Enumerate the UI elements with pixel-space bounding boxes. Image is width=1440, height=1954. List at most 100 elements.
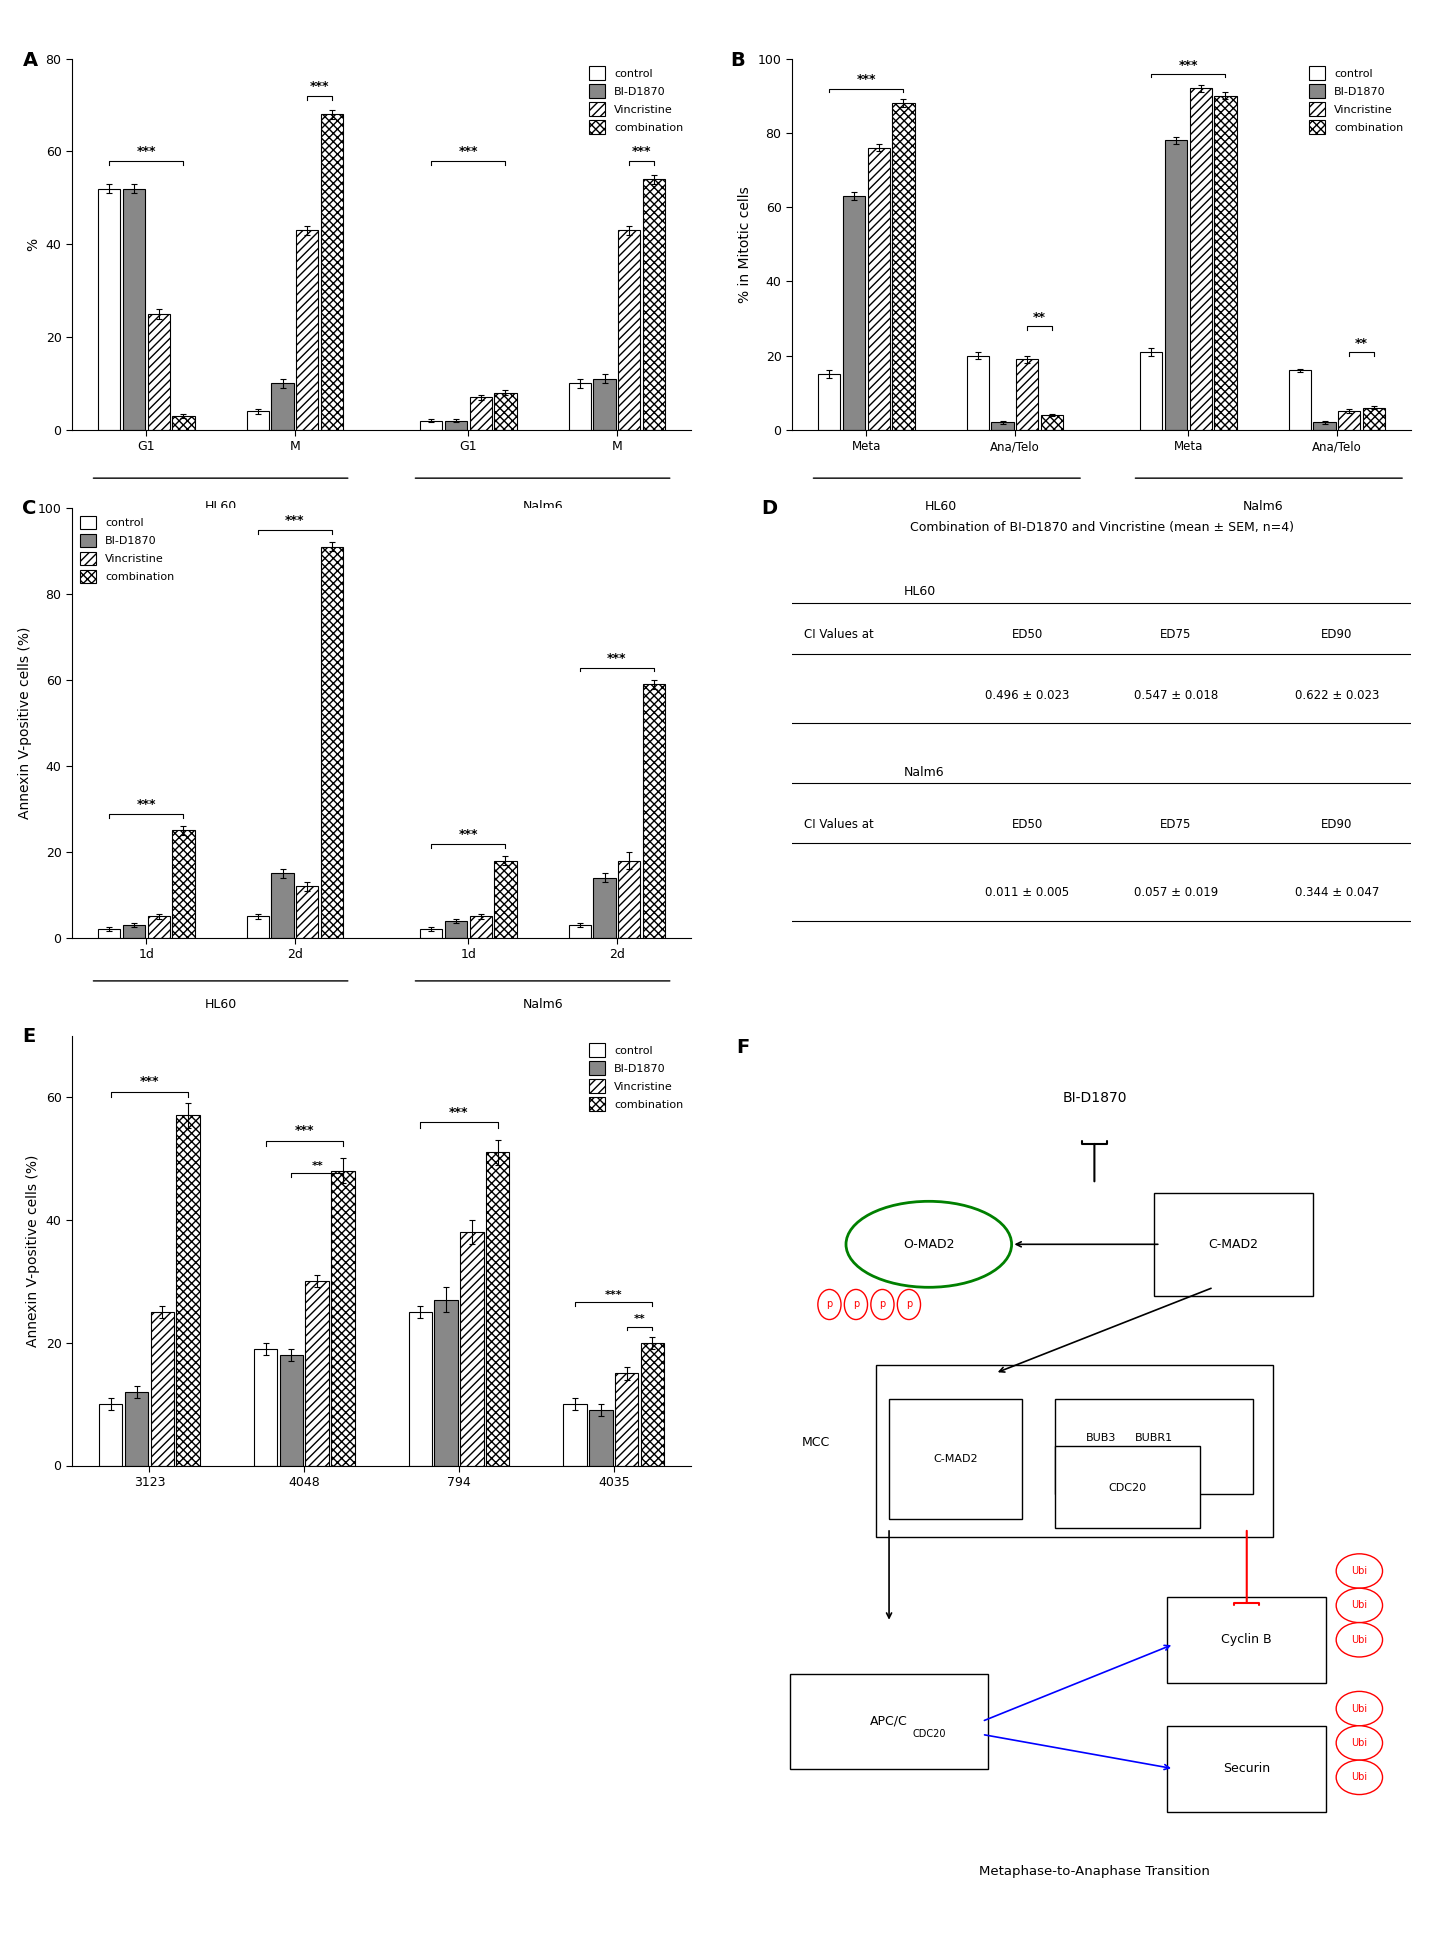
Text: ***: ***: [632, 145, 651, 158]
FancyBboxPatch shape: [876, 1364, 1273, 1536]
Ellipse shape: [1336, 1553, 1382, 1589]
Text: **: **: [634, 1315, 645, 1325]
Text: Ubi: Ubi: [1351, 1635, 1368, 1645]
Bar: [641, 1342, 664, 1466]
Text: Ubi: Ubi: [1351, 1600, 1368, 1610]
Text: Ubi: Ubi: [1351, 1772, 1368, 1782]
Bar: [1017, 360, 1038, 430]
Y-axis label: % in Mitotic cells: % in Mitotic cells: [739, 186, 752, 303]
Bar: [409, 1311, 432, 1466]
Ellipse shape: [897, 1290, 920, 1319]
Bar: [569, 924, 590, 938]
Bar: [1313, 422, 1336, 430]
Bar: [445, 420, 467, 430]
Bar: [487, 1153, 510, 1466]
Text: C-MAD2: C-MAD2: [933, 1454, 978, 1464]
FancyBboxPatch shape: [1054, 1446, 1201, 1528]
Text: **: **: [311, 1161, 323, 1170]
Bar: [1140, 352, 1162, 430]
Text: D: D: [762, 500, 778, 518]
Bar: [642, 180, 665, 430]
Bar: [271, 383, 294, 430]
Bar: [122, 190, 145, 430]
Bar: [589, 1411, 612, 1466]
Text: Ubi: Ubi: [1351, 1565, 1368, 1577]
Text: C-MAD2: C-MAD2: [1208, 1237, 1259, 1251]
Legend: control, BI-D1870, Vincristine, combination: control, BI-D1870, Vincristine, combinat…: [78, 514, 177, 586]
Text: 0.011 ± 0.005: 0.011 ± 0.005: [985, 887, 1070, 899]
FancyBboxPatch shape: [789, 1675, 988, 1768]
Text: CDC20: CDC20: [912, 1729, 946, 1739]
Ellipse shape: [1336, 1589, 1382, 1622]
Bar: [1362, 408, 1385, 430]
Bar: [125, 1391, 148, 1466]
Bar: [618, 231, 641, 430]
Bar: [966, 356, 989, 430]
Text: Nalm6: Nalm6: [903, 766, 945, 780]
Text: ED75: ED75: [1161, 817, 1191, 830]
Bar: [1338, 412, 1361, 430]
Bar: [1189, 88, 1212, 430]
Text: HL60: HL60: [903, 586, 936, 598]
Text: ***: ***: [137, 797, 156, 811]
Text: **: **: [1355, 336, 1368, 350]
Text: HL60: HL60: [204, 500, 236, 514]
Bar: [99, 1405, 122, 1466]
Text: ***: ***: [137, 145, 156, 158]
FancyBboxPatch shape: [1168, 1596, 1326, 1682]
Text: ***: ***: [310, 80, 330, 94]
Text: ***: ***: [857, 74, 876, 86]
Text: ED90: ED90: [1322, 629, 1352, 641]
Text: ***: ***: [294, 1124, 314, 1137]
FancyBboxPatch shape: [1168, 1725, 1326, 1811]
Text: ***: ***: [458, 828, 478, 840]
Text: ***: ***: [140, 1075, 160, 1088]
Bar: [305, 1282, 328, 1466]
Ellipse shape: [845, 1202, 1011, 1288]
Text: Metaphase-to-Anaphase Transition: Metaphase-to-Anaphase Transition: [979, 1866, 1210, 1878]
Text: Cyclin B: Cyclin B: [1221, 1634, 1272, 1647]
Text: ED90: ED90: [1322, 817, 1352, 830]
Text: MCC: MCC: [802, 1436, 831, 1448]
Bar: [173, 416, 194, 430]
Bar: [279, 1354, 302, 1466]
Text: ED50: ED50: [1012, 817, 1043, 830]
FancyBboxPatch shape: [1054, 1399, 1253, 1493]
Bar: [593, 877, 616, 938]
Text: HL60: HL60: [204, 998, 236, 1010]
Text: ***: ***: [458, 145, 478, 158]
Bar: [818, 373, 841, 430]
Bar: [1041, 414, 1063, 430]
Text: B: B: [730, 51, 744, 70]
Legend: control, BI-D1870, Vincristine, combination: control, BI-D1870, Vincristine, combinat…: [586, 1041, 685, 1114]
Bar: [420, 930, 442, 938]
Ellipse shape: [1336, 1725, 1382, 1761]
Bar: [331, 1170, 354, 1466]
Text: BUBR1: BUBR1: [1135, 1432, 1174, 1442]
Ellipse shape: [1336, 1761, 1382, 1794]
Bar: [618, 860, 641, 938]
Text: Ubi: Ubi: [1351, 1704, 1368, 1714]
Bar: [435, 1299, 458, 1466]
Bar: [1165, 141, 1187, 430]
Text: ED75: ED75: [1161, 629, 1191, 641]
Text: p: p: [906, 1299, 912, 1309]
Text: ***: ***: [608, 653, 626, 664]
Text: 0.622 ± 0.023: 0.622 ± 0.023: [1295, 688, 1380, 701]
Bar: [469, 916, 492, 938]
Text: ***: ***: [1178, 59, 1198, 72]
Bar: [151, 1311, 174, 1466]
Bar: [1214, 96, 1237, 430]
Bar: [98, 930, 121, 938]
Legend: control, BI-D1870, Vincristine, combination: control, BI-D1870, Vincristine, combinat…: [1306, 64, 1405, 137]
Text: p: p: [880, 1299, 886, 1309]
Text: 0.547 ± 0.018: 0.547 ± 0.018: [1133, 688, 1218, 701]
Text: 0.344 ± 0.047: 0.344 ± 0.047: [1295, 887, 1380, 899]
Text: CI Values at: CI Values at: [805, 817, 874, 830]
Bar: [253, 1348, 276, 1466]
Text: BUB3: BUB3: [1086, 1432, 1116, 1442]
Text: ***: ***: [449, 1106, 469, 1118]
Bar: [563, 1405, 586, 1466]
Text: 0.496 ± 0.023: 0.496 ± 0.023: [985, 688, 1070, 701]
Bar: [615, 1374, 638, 1466]
